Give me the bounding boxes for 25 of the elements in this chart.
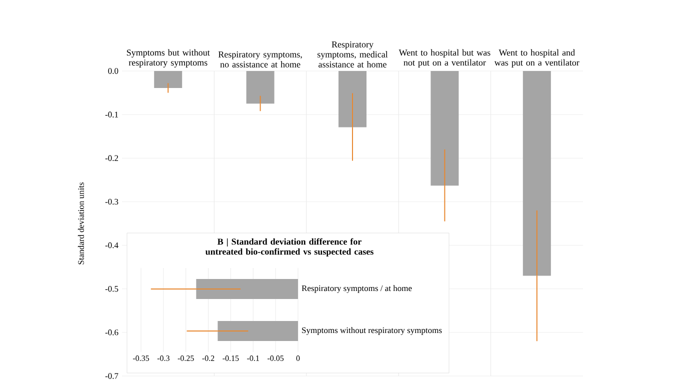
y-tick-label: -0.7 <box>105 373 118 379</box>
x-tick-label: -0.15 <box>222 356 239 361</box>
x-tick-label: Respiratory symptoms, medical assistance at home <box>318 41 388 68</box>
x-tick-label: Went to hospital and was put on a ventilator <box>494 49 580 68</box>
x-tick-label: Went to hospital but was not put on a ventilator <box>398 49 490 68</box>
x-tick-label: Respiratory symptoms, no assistance at home <box>218 51 302 68</box>
y-tick-label: Symptoms without respiratory symptoms <box>302 327 442 335</box>
x-tick-label: -0.25 <box>178 356 194 361</box>
x-tick-label: -0.2 <box>202 356 214 361</box>
y-tick-label: Respiratory symptoms / at home <box>302 285 412 293</box>
y-axis-title: Standard deviation units <box>78 182 84 264</box>
y-tick-label: 0.0 <box>108 68 118 74</box>
x-tick-label: 0 <box>296 356 300 361</box>
y-tick-label: -0.2 <box>105 155 118 162</box>
y-tick-label: -0.3 <box>105 198 118 205</box>
x-tick-label: -0.3 <box>157 356 170 361</box>
x-tick-label: Symptoms but without respiratory symptoms <box>126 49 210 68</box>
y-tick-label: -0.4 <box>105 242 118 248</box>
x-tick-label: -0.35 <box>132 356 150 361</box>
y-tick-label: -0.6 <box>105 330 118 336</box>
chart-title: B | Standard deviation difference for untreated bio-confirmed vs suspected cases <box>205 238 374 257</box>
y-tick-label: -0.1 <box>105 112 118 118</box>
y-tick-label: -0.5 <box>105 286 118 292</box>
x-tick-label: -0.05 <box>268 356 284 361</box>
x-tick-label: -0.1 <box>247 356 259 361</box>
